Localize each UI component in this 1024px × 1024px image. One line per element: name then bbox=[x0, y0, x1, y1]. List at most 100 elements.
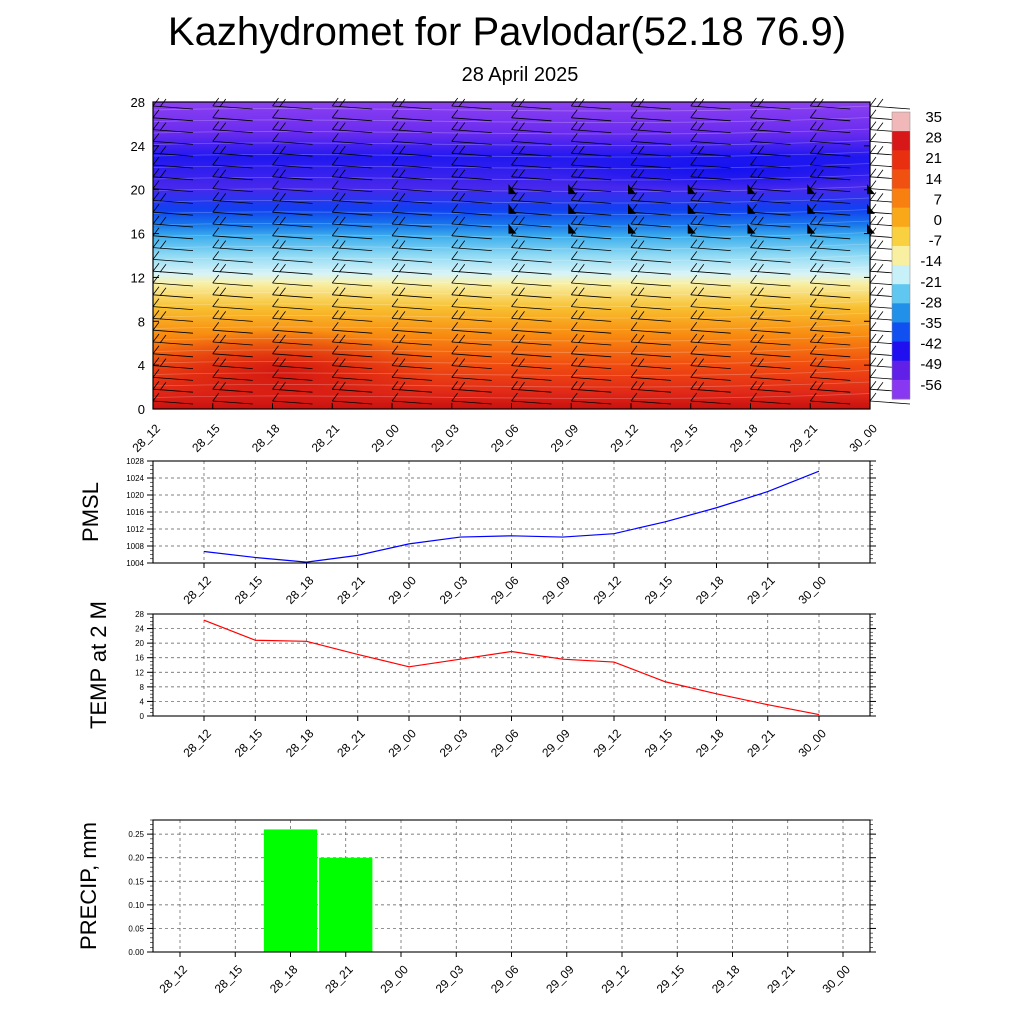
x-tick-label: 28_12 bbox=[156, 962, 190, 996]
wind-barb bbox=[212, 282, 253, 287]
wind-barb-feather bbox=[212, 274, 220, 284]
wind-barb-feather bbox=[630, 369, 638, 378]
wind-barb bbox=[391, 117, 433, 122]
wind-barb-feather bbox=[809, 180, 817, 189]
wind-barb bbox=[272, 282, 313, 287]
y-tick-label: 24 bbox=[135, 625, 144, 634]
wind-barb bbox=[750, 318, 791, 322]
wind-barb bbox=[152, 353, 194, 358]
wind-barb-feather bbox=[809, 345, 817, 355]
wind-barb-feather bbox=[690, 144, 698, 154]
wind-barb-feather bbox=[398, 193, 406, 202]
wind-barb-feather bbox=[331, 392, 339, 402]
wind-barb-feather bbox=[750, 345, 757, 355]
wind-barb-feather bbox=[391, 321, 399, 331]
wind-barb-feather bbox=[876, 334, 884, 344]
wind-barb bbox=[810, 306, 851, 310]
wind-barb-feather bbox=[272, 345, 279, 355]
wind-barb bbox=[272, 388, 313, 393]
wind-barb bbox=[810, 353, 851, 358]
colorbar-label: -42 bbox=[920, 336, 942, 353]
wind-barb-feather bbox=[690, 357, 698, 366]
wind-barb-feather bbox=[750, 310, 757, 319]
wind-barb bbox=[750, 211, 791, 216]
wind-barb-feather bbox=[398, 334, 406, 344]
wind-barb-feather bbox=[876, 169, 884, 179]
wind-barb bbox=[152, 282, 194, 287]
wind-barb-feather bbox=[451, 345, 459, 355]
wind-barb-feather bbox=[637, 334, 645, 344]
wind-barb-feather bbox=[518, 169, 525, 179]
wind-barb bbox=[571, 318, 612, 322]
wind-barb-feather bbox=[451, 286, 459, 296]
wind-barb-feather bbox=[869, 144, 877, 154]
wind-barb-feather bbox=[152, 380, 160, 390]
wind-barb bbox=[571, 117, 612, 122]
wind-barb-feather bbox=[212, 310, 220, 319]
wind-barb bbox=[272, 341, 313, 346]
wind-barb-feather bbox=[690, 369, 698, 378]
wind-pennant bbox=[628, 184, 636, 195]
wind-barb bbox=[391, 176, 433, 181]
wind-barb-feather bbox=[451, 133, 459, 142]
x-tick-label: 29_00 bbox=[385, 573, 419, 607]
wind-barb bbox=[750, 294, 791, 299]
wind-barb bbox=[511, 235, 552, 240]
wind-barb bbox=[750, 188, 791, 192]
wind-barb bbox=[212, 200, 253, 204]
y-tick-label: 1008 bbox=[126, 542, 144, 551]
wind-barb bbox=[630, 294, 672, 299]
x-tick-label: 29_00 bbox=[377, 962, 411, 996]
wind-barb-feather bbox=[570, 192, 578, 201]
wind-barb-feather bbox=[212, 298, 220, 307]
wind-barb-feather bbox=[331, 239, 339, 248]
wind-barb-feather bbox=[212, 380, 220, 390]
wind-barb bbox=[571, 294, 612, 299]
colorbar-label: -56 bbox=[920, 377, 942, 394]
wind-barb-feather bbox=[577, 358, 585, 367]
wind-barb bbox=[332, 223, 373, 228]
wind-barb-feather bbox=[279, 334, 286, 344]
wind-barb-feather bbox=[869, 345, 877, 355]
wind-barb bbox=[571, 400, 612, 405]
wind-barb bbox=[630, 282, 672, 287]
wind-barb-feather bbox=[511, 251, 518, 260]
wind-barb-feather bbox=[451, 298, 459, 307]
wind-barb-feather bbox=[697, 193, 705, 202]
wind-barb-feather bbox=[511, 133, 518, 142]
wind-barb-feather bbox=[876, 145, 884, 155]
wind-barb bbox=[272, 400, 313, 405]
wind-barb-feather bbox=[391, 298, 399, 307]
wind-barb-feather bbox=[219, 311, 227, 320]
wind-barb bbox=[332, 365, 373, 369]
wind-barb bbox=[332, 294, 373, 299]
wind-barb-feather bbox=[697, 263, 705, 273]
wind-barb bbox=[332, 259, 373, 263]
wind-barb bbox=[810, 294, 851, 299]
wind-barb-feather bbox=[690, 310, 698, 319]
y-tick-label: 1028 bbox=[126, 457, 144, 466]
wind-barb bbox=[451, 306, 492, 310]
wind-barb-feather bbox=[511, 357, 518, 366]
wind-barb-feather bbox=[391, 109, 399, 119]
wind-barb bbox=[391, 188, 433, 192]
wind-barb-feather bbox=[391, 168, 399, 178]
wind-barb bbox=[332, 211, 373, 216]
wind-barb bbox=[630, 388, 672, 393]
wind-barb bbox=[212, 105, 253, 110]
wind-barb bbox=[152, 377, 194, 381]
wind-barb-feather bbox=[511, 239, 518, 248]
x-tick-label: 28_15 bbox=[232, 573, 266, 607]
wind-barb-feather bbox=[219, 169, 227, 179]
wind-barb-feather bbox=[279, 193, 286, 202]
wind-barb-feather bbox=[212, 215, 220, 225]
wind-barb-feather bbox=[570, 286, 578, 296]
wind-barb-feather bbox=[152, 109, 160, 119]
wind-barb-feather bbox=[690, 133, 698, 142]
wind-barb bbox=[272, 270, 313, 275]
wind-barb-feather bbox=[458, 193, 466, 202]
contour-line bbox=[153, 278, 870, 284]
wind-barb bbox=[212, 235, 253, 240]
wind-barb-feather bbox=[159, 98, 167, 108]
wind-barb bbox=[272, 259, 313, 263]
